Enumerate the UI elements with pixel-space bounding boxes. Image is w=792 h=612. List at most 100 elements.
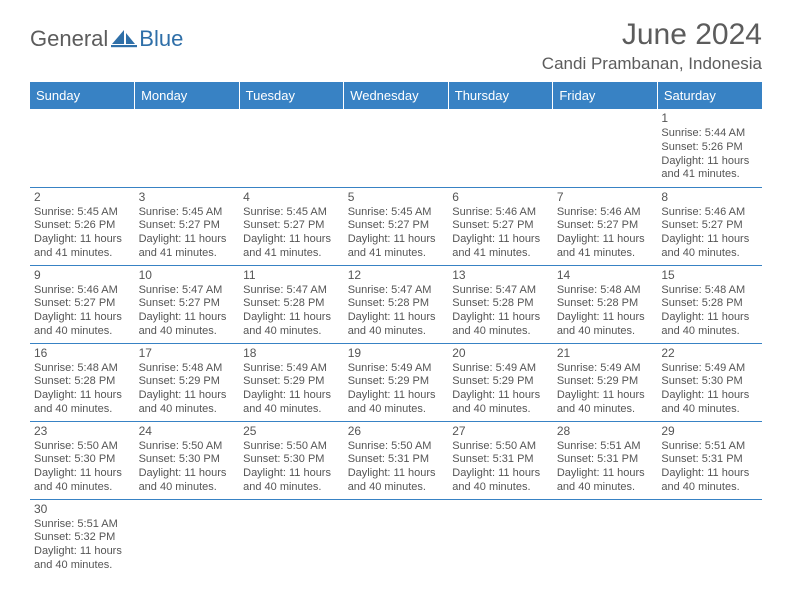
daylight-text: and 40 minutes.	[557, 481, 654, 495]
daylight-text: and 40 minutes.	[661, 481, 758, 495]
sunset-text: Sunset: 5:28 PM	[34, 375, 131, 389]
daylight-text: and 40 minutes.	[34, 559, 131, 573]
calendar-row: 9Sunrise: 5:46 AMSunset: 5:27 PMDaylight…	[30, 265, 762, 343]
daylight-text: and 40 minutes.	[139, 403, 236, 417]
sunset-text: Sunset: 5:26 PM	[34, 219, 131, 233]
day-number: 10	[139, 268, 236, 283]
day-number: 7	[557, 190, 654, 205]
day-number: 26	[348, 424, 445, 439]
daylight-text: Daylight: 11 hours	[139, 467, 236, 481]
calendar-cell: 11Sunrise: 5:47 AMSunset: 5:28 PMDayligh…	[239, 265, 344, 343]
daylight-text: and 41 minutes.	[243, 247, 340, 261]
sunrise-text: Sunrise: 5:50 AM	[452, 440, 549, 454]
sunrise-text: Sunrise: 5:48 AM	[139, 362, 236, 376]
daylight-text: and 40 minutes.	[34, 481, 131, 495]
sunrise-text: Sunrise: 5:46 AM	[452, 206, 549, 220]
day-header-row: Sunday Monday Tuesday Wednesday Thursday…	[30, 82, 762, 109]
day-number: 20	[452, 346, 549, 361]
daylight-text: Daylight: 11 hours	[243, 389, 340, 403]
day-number: 16	[34, 346, 131, 361]
calendar-cell	[448, 499, 553, 577]
calendar-cell: 26Sunrise: 5:50 AMSunset: 5:31 PMDayligh…	[344, 421, 449, 499]
day-number: 14	[557, 268, 654, 283]
calendar-cell: 4Sunrise: 5:45 AMSunset: 5:27 PMDaylight…	[239, 187, 344, 265]
sunrise-text: Sunrise: 5:47 AM	[452, 284, 549, 298]
sunset-text: Sunset: 5:29 PM	[348, 375, 445, 389]
calendar-cell	[239, 109, 344, 187]
sunset-text: Sunset: 5:31 PM	[557, 453, 654, 467]
brand-word-2: Blue	[139, 26, 183, 52]
calendar-cell: 2Sunrise: 5:45 AMSunset: 5:26 PMDaylight…	[30, 187, 135, 265]
brand-word-1: General	[30, 26, 108, 52]
day-number: 22	[661, 346, 758, 361]
month-title: June 2024	[542, 18, 762, 52]
sunrise-text: Sunrise: 5:45 AM	[348, 206, 445, 220]
daylight-text: and 40 minutes.	[34, 403, 131, 417]
sunset-text: Sunset: 5:30 PM	[661, 375, 758, 389]
daylight-text: Daylight: 11 hours	[452, 311, 549, 325]
day-number: 5	[348, 190, 445, 205]
day-number: 30	[34, 502, 131, 517]
daylight-text: and 41 minutes.	[348, 247, 445, 261]
daylight-text: Daylight: 11 hours	[452, 467, 549, 481]
sunrise-text: Sunrise: 5:50 AM	[348, 440, 445, 454]
day-number: 8	[661, 190, 758, 205]
daylight-text: Daylight: 11 hours	[661, 233, 758, 247]
day-header: Tuesday	[239, 82, 344, 109]
calendar-cell	[657, 499, 762, 577]
sunrise-text: Sunrise: 5:46 AM	[557, 206, 654, 220]
sunset-text: Sunset: 5:31 PM	[661, 453, 758, 467]
day-header: Thursday	[448, 82, 553, 109]
sunrise-text: Sunrise: 5:50 AM	[139, 440, 236, 454]
sunset-text: Sunset: 5:27 PM	[348, 219, 445, 233]
day-number: 27	[452, 424, 549, 439]
page-header: General Blue June 2024 Candi Prambanan, …	[30, 18, 762, 74]
daylight-text: Daylight: 11 hours	[243, 311, 340, 325]
sunset-text: Sunset: 5:26 PM	[661, 141, 758, 155]
day-number: 19	[348, 346, 445, 361]
day-number: 12	[348, 268, 445, 283]
calendar-cell: 25Sunrise: 5:50 AMSunset: 5:30 PMDayligh…	[239, 421, 344, 499]
sunrise-text: Sunrise: 5:50 AM	[34, 440, 131, 454]
daylight-text: Daylight: 11 hours	[661, 311, 758, 325]
day-number: 29	[661, 424, 758, 439]
day-number: 21	[557, 346, 654, 361]
daylight-text: Daylight: 11 hours	[557, 467, 654, 481]
daylight-text: Daylight: 11 hours	[557, 389, 654, 403]
daylight-text: and 41 minutes.	[557, 247, 654, 261]
calendar-cell: 18Sunrise: 5:49 AMSunset: 5:29 PMDayligh…	[239, 343, 344, 421]
calendar-table: Sunday Monday Tuesday Wednesday Thursday…	[30, 82, 762, 577]
sail-icon	[111, 28, 137, 48]
sunset-text: Sunset: 5:27 PM	[452, 219, 549, 233]
daylight-text: Daylight: 11 hours	[34, 389, 131, 403]
day-header: Saturday	[657, 82, 762, 109]
calendar-row: 30Sunrise: 5:51 AMSunset: 5:32 PMDayligh…	[30, 499, 762, 577]
day-number: 9	[34, 268, 131, 283]
sunrise-text: Sunrise: 5:51 AM	[34, 518, 131, 532]
calendar-cell: 9Sunrise: 5:46 AMSunset: 5:27 PMDaylight…	[30, 265, 135, 343]
calendar-cell: 5Sunrise: 5:45 AMSunset: 5:27 PMDaylight…	[344, 187, 449, 265]
sunset-text: Sunset: 5:31 PM	[452, 453, 549, 467]
day-number: 15	[661, 268, 758, 283]
calendar-cell	[239, 499, 344, 577]
day-number: 28	[557, 424, 654, 439]
daylight-text: Daylight: 11 hours	[243, 467, 340, 481]
location-label: Candi Prambanan, Indonesia	[542, 54, 762, 74]
day-header: Sunday	[30, 82, 135, 109]
daylight-text: Daylight: 11 hours	[452, 389, 549, 403]
calendar-row: 1Sunrise: 5:44 AMSunset: 5:26 PMDaylight…	[30, 109, 762, 187]
day-number: 11	[243, 268, 340, 283]
day-number: 23	[34, 424, 131, 439]
sunset-text: Sunset: 5:27 PM	[139, 219, 236, 233]
daylight-text: Daylight: 11 hours	[34, 467, 131, 481]
calendar-cell: 29Sunrise: 5:51 AMSunset: 5:31 PMDayligh…	[657, 421, 762, 499]
sunrise-text: Sunrise: 5:49 AM	[661, 362, 758, 376]
daylight-text: Daylight: 11 hours	[348, 389, 445, 403]
calendar-cell: 16Sunrise: 5:48 AMSunset: 5:28 PMDayligh…	[30, 343, 135, 421]
sunset-text: Sunset: 5:27 PM	[661, 219, 758, 233]
calendar-cell	[135, 499, 240, 577]
daylight-text: Daylight: 11 hours	[243, 233, 340, 247]
sunset-text: Sunset: 5:30 PM	[243, 453, 340, 467]
sunset-text: Sunset: 5:30 PM	[139, 453, 236, 467]
daylight-text: Daylight: 11 hours	[661, 467, 758, 481]
